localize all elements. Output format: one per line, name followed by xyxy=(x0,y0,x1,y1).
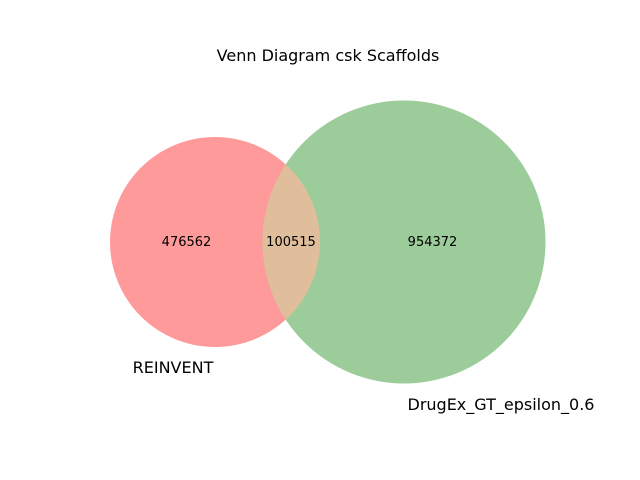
set-label-reinvent: REINVENT xyxy=(133,358,214,377)
count-only-reinvent: 476562 xyxy=(162,235,212,250)
set-circle-drugex xyxy=(262,100,546,384)
set-label-drugex: DrugEx_GT_epsilon_0.6 xyxy=(408,395,595,415)
set-circle-reinvent xyxy=(110,137,320,347)
count-intersection: 100515 xyxy=(266,235,316,250)
count-only-drugex: 954372 xyxy=(408,235,458,250)
diagram-title: Venn Diagram csk Scaffolds xyxy=(217,46,440,65)
